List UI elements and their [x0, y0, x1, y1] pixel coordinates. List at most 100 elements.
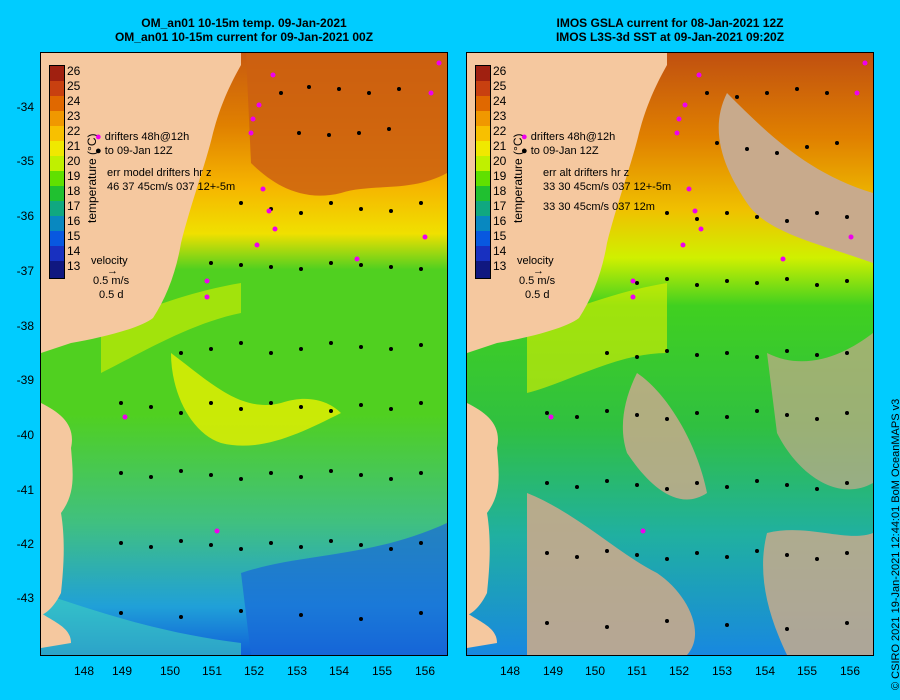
lat-label: -35 — [16, 154, 34, 168]
colorbar-swatch — [50, 246, 64, 261]
colorbar-label: 23 — [67, 109, 81, 123]
current-arrowhead — [239, 547, 243, 551]
current-arrowhead — [299, 211, 303, 215]
current-arrowhead — [775, 151, 779, 155]
lon-label: 150 — [584, 664, 606, 678]
right-map-panel[interactable]: 26 25 24 23 22 21 20 19 18 17 16 15 14 1… — [466, 52, 874, 656]
current-arrowhead — [359, 207, 363, 211]
velocity-scale-arrow-icon: → — [533, 265, 544, 277]
colorbar-label: 21 — [67, 139, 81, 153]
current-arrowhead — [419, 541, 423, 545]
land-mainland — [41, 53, 241, 353]
velocity-label: velocity — [91, 255, 128, 267]
drifter-track-point — [214, 528, 220, 534]
credit-text: © CSIRO 2021 19-Jan-2021 12:44:01 BoM Oc… — [890, 398, 900, 690]
current-arrowhead — [119, 611, 123, 615]
colorbar-label: 15 — [67, 229, 81, 243]
current-arrowhead — [715, 141, 719, 145]
colorbar-swatch — [50, 186, 64, 201]
current-arrowhead — [397, 87, 401, 91]
current-arrowhead — [845, 551, 849, 555]
colorbar-label: 25 — [493, 79, 507, 93]
current-arrowhead — [389, 547, 393, 551]
colorbar-swatch — [50, 261, 64, 278]
drifter-track-point — [354, 256, 360, 262]
land-tasmania-south — [41, 613, 71, 648]
land-flinders-island — [48, 432, 64, 456]
current-arrowhead — [209, 347, 213, 351]
drifter-track-point — [682, 102, 688, 108]
colorbar-label: 18 — [493, 184, 507, 198]
lat-label: -37 — [16, 264, 34, 278]
current-arrowhead — [269, 351, 273, 355]
drifter-legend-label: drifters 48h@12h — [530, 131, 616, 143]
drifter-track-point — [422, 234, 428, 240]
current-arrowhead — [785, 349, 789, 353]
drifter-marker-icon: ● — [95, 131, 102, 143]
current-arrowhead — [845, 621, 849, 625]
current-arrowhead — [209, 543, 213, 547]
colorbar-label: 14 — [493, 244, 507, 258]
yellow-tongue — [171, 353, 341, 446]
current-arrowhead — [725, 623, 729, 627]
drifter-track-point — [680, 242, 686, 248]
colorbar-swatch — [476, 66, 490, 81]
current-arrowhead — [149, 405, 153, 409]
current-arrowhead — [635, 355, 639, 359]
current-arrowhead — [269, 541, 273, 545]
colorbar-swatch — [50, 96, 64, 111]
drifter-track-point — [676, 116, 682, 122]
current-arrowhead — [605, 351, 609, 355]
drifter-track-point — [630, 278, 636, 284]
current-arrowhead — [389, 477, 393, 481]
lon-label: 152 — [668, 664, 690, 678]
current-arrowhead — [239, 477, 243, 481]
current-arrowhead — [745, 147, 749, 151]
current-arrowhead — [179, 469, 183, 473]
current-arrowhead — [735, 95, 739, 99]
current-arrowhead — [695, 411, 699, 415]
drifter-tracks — [548, 60, 868, 534]
current-arrowhead — [239, 341, 243, 345]
current-arrowhead — [755, 281, 759, 285]
current-arrowhead — [299, 405, 303, 409]
lon-label: 155 — [796, 664, 818, 678]
current-arrowhead — [725, 279, 729, 283]
left-title-line2: OM_an01 10-15m current for 09-Jan-2021 0… — [114, 30, 374, 44]
current-arrowhead — [359, 473, 363, 477]
current-arrowhead — [299, 545, 303, 549]
current-arrowhead — [359, 263, 363, 267]
left-map-svg — [41, 53, 447, 655]
current-arrowhead — [635, 483, 639, 487]
current-arrowhead — [725, 555, 729, 559]
current-arrowhead — [119, 471, 123, 475]
left-map-panel[interactable]: 26 25 24 23 22 21 20 19 18 17 16 15 14 1… — [40, 52, 448, 656]
colorbar-swatch — [476, 111, 490, 126]
drifter-track-point — [780, 256, 786, 262]
current-arrowhead — [695, 283, 699, 287]
drifter-legend-to-label: to 09-Jan 12Z — [530, 145, 599, 157]
colorbar-label: 14 — [67, 244, 81, 258]
lat-label: -42 — [16, 537, 34, 551]
current-arrowhead — [299, 267, 303, 271]
current-arrowhead — [299, 347, 303, 351]
current-arrowhead — [785, 277, 789, 281]
current-arrowhead — [389, 347, 393, 351]
current-arrowhead — [419, 471, 423, 475]
error-stats-values: 46 37 45cm/s 037 12+-5m — [107, 181, 236, 193]
land-flinders-island — [474, 432, 490, 456]
current-arrows — [119, 85, 423, 621]
drifter-track-point — [548, 414, 554, 420]
current-arrowhead — [695, 217, 699, 221]
current-arrowhead — [179, 351, 183, 355]
drifter-track-point — [848, 234, 854, 240]
lon-label: 152 — [243, 664, 265, 678]
current-arrows — [545, 87, 849, 631]
drifter-tracks — [122, 60, 442, 534]
current-arrowhead — [725, 351, 729, 355]
drifter-track-point — [256, 102, 262, 108]
colorbar-swatch — [476, 141, 490, 156]
colorbar-swatch — [476, 231, 490, 246]
lat-label: -38 — [16, 319, 34, 333]
cloud-missing-southeast — [763, 530, 873, 655]
